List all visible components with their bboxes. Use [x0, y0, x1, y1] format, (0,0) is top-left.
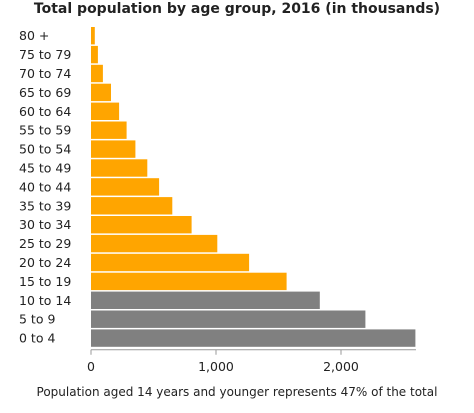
y-tick-label: 10 to 14 [19, 293, 71, 308]
x-tick-label: 1,000 [198, 359, 234, 374]
y-tick-label: 45 to 49 [19, 161, 71, 176]
chart-footnote: Population aged 14 years and younger rep… [0, 384, 474, 400]
y-tick-label: 40 to 44 [19, 179, 71, 194]
bar [91, 273, 287, 290]
y-tick-label: 30 to 34 [19, 217, 71, 232]
y-tick-label: 15 to 19 [19, 274, 71, 289]
bar [91, 140, 135, 157]
bar [91, 27, 95, 44]
y-tick-label: 70 to 74 [19, 66, 71, 81]
x-tick-label: 0 [87, 359, 95, 374]
bar [91, 65, 103, 82]
bar [91, 329, 415, 346]
y-tick-label: 20 to 24 [19, 255, 71, 270]
y-tick-label: 50 to 54 [19, 142, 71, 157]
bar [91, 46, 98, 63]
bar [91, 103, 119, 120]
bar [91, 84, 111, 101]
bar [91, 292, 320, 309]
y-tick-label: 35 to 39 [19, 198, 71, 213]
bar [91, 178, 159, 195]
bar [91, 254, 249, 271]
bar [91, 159, 147, 176]
bar [91, 235, 217, 252]
y-tick-label: 75 to 79 [19, 47, 71, 62]
x-tick-label: 2,000 [323, 359, 359, 374]
y-tick-label: 80 + [19, 28, 49, 43]
y-tick-label: 60 to 64 [19, 104, 71, 119]
y-tick-label: 65 to 69 [19, 85, 71, 100]
bar [91, 311, 365, 328]
bar [91, 197, 172, 214]
y-tick-label: 0 to 4 [19, 331, 55, 346]
y-tick-label: 55 to 59 [19, 123, 71, 138]
y-tick-label: 25 to 29 [19, 236, 71, 251]
y-tick-label: 5 to 9 [19, 312, 55, 327]
bar [91, 216, 192, 233]
bar [91, 122, 127, 139]
